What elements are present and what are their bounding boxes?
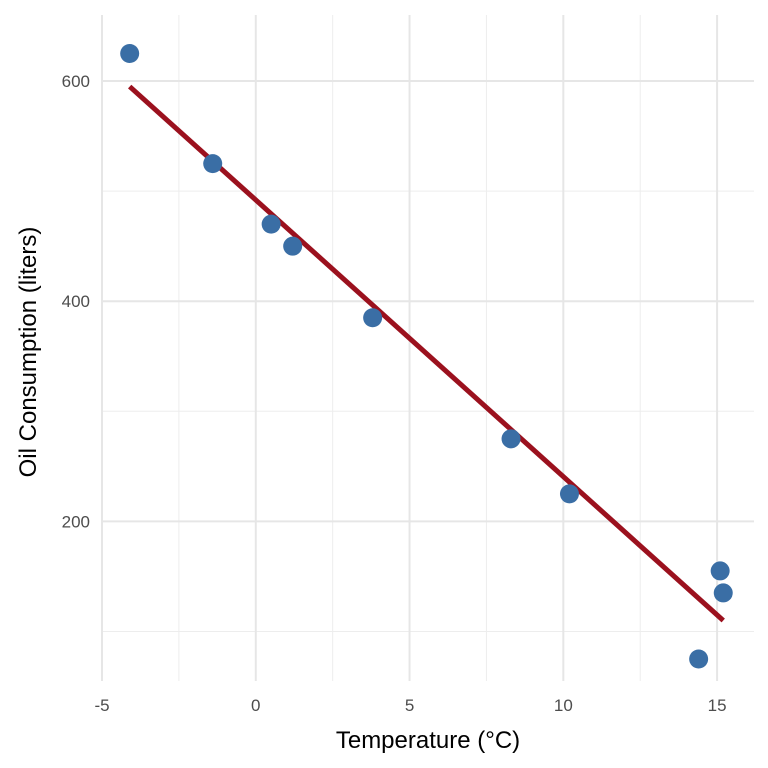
x-tick-label: 5 [405,696,414,715]
data-point [710,561,730,581]
trend-line [128,84,725,623]
y-tick-label: 400 [62,292,90,311]
major-gridlines [101,15,754,681]
data-point [363,308,383,328]
data-point [559,484,579,504]
y-tick-label: 600 [62,72,90,91]
x-axis-title: Temperature (°C) [336,727,520,754]
data-point [203,154,223,174]
minor-gridlines [102,15,754,681]
data-point [261,214,281,234]
x-tick-label: -5 [94,696,109,715]
data-point [283,236,303,256]
y-tick-label: 200 [62,512,90,531]
x-tick-label: 0 [251,696,260,715]
data-point [689,649,709,669]
data-points [120,44,733,669]
data-point [713,583,733,603]
y-axis-title: Oil Consumption (liters) [15,227,42,478]
trend-line-layer [128,84,725,623]
x-tick-label: 15 [708,696,727,715]
x-tick-label: 10 [554,696,573,715]
data-point [120,44,140,64]
y-axis-ticks: 200 400 600 [62,72,90,531]
x-axis-ticks: -5 0 5 10 15 [94,696,726,715]
data-point [501,429,521,449]
